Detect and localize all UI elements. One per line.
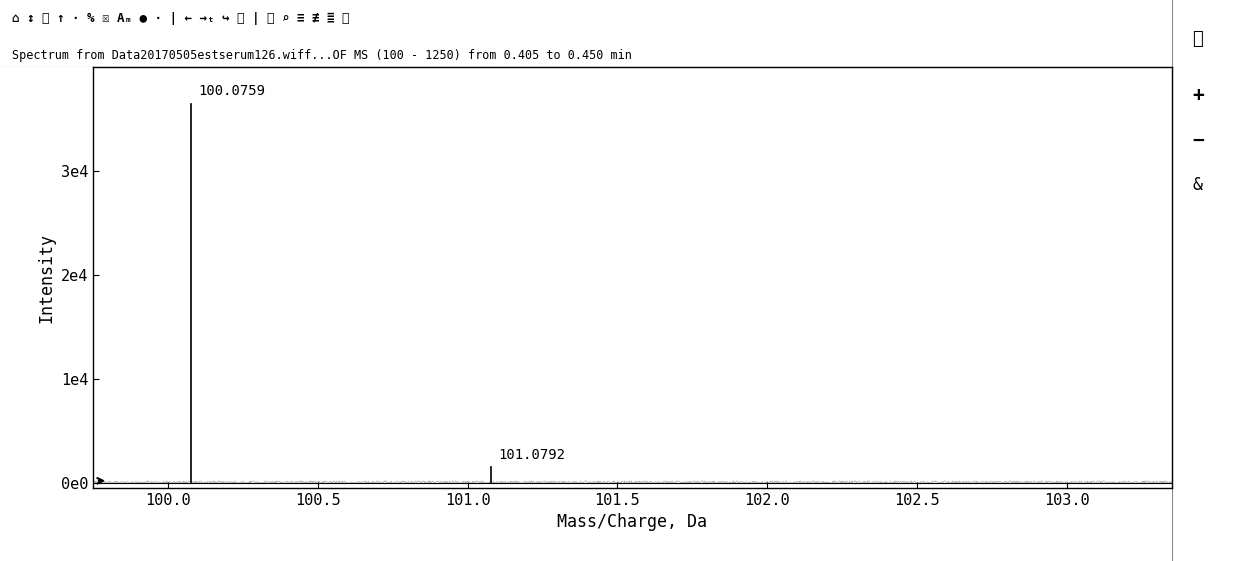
Text: Spectrum from Data20170505estserum126.wiff...OF MS (100 - 1250) from 0.405 to 0.: Spectrum from Data20170505estserum126.wi…: [11, 49, 631, 62]
Text: −: −: [1193, 131, 1204, 150]
Text: 100.0759: 100.0759: [198, 85, 265, 99]
Text: 101.0792: 101.0792: [498, 448, 565, 462]
X-axis label: Mass/Charge, Da: Mass/Charge, Da: [558, 513, 707, 531]
Text: +: +: [1193, 86, 1204, 105]
Text: &: &: [1193, 176, 1203, 194]
Text: ⎙: ⎙: [1193, 30, 1203, 48]
Y-axis label: Intensity: Intensity: [37, 233, 56, 323]
Text: ⌂ ↕ ⚲ ↑ · % ☒ Aₘ ● · | ← →ₜ ↪ ∿ | ⎙ ⌕ ≡ ≢ ≣ ⎙: ⌂ ↕ ⚲ ↑ · % ☒ Aₘ ● · | ← →ₜ ↪ ∿ | ⎙ ⌕ ≡ …: [11, 12, 350, 25]
